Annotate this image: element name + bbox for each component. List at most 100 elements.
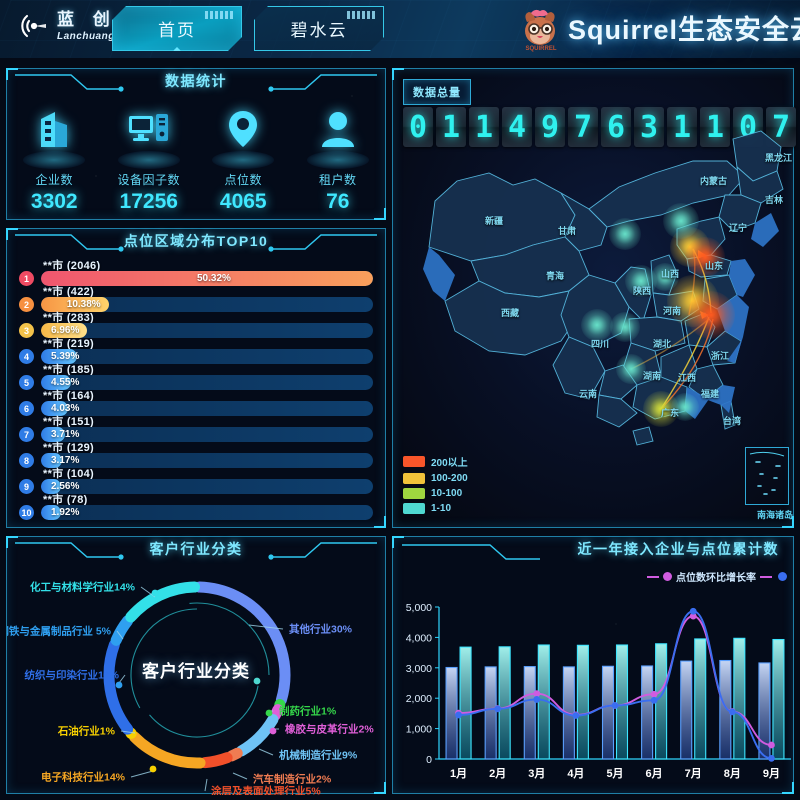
top10-row[interactable]: **市 (283) 3 6.96% <box>15 311 377 338</box>
stat-enterprises[interactable]: 企业数 3302 <box>7 107 102 214</box>
map-hotspot[interactable] <box>609 218 641 250</box>
donut-segment[interactable] <box>269 704 284 721</box>
top10-row-rank: 7 <box>19 427 34 442</box>
chart-bar[interactable] <box>680 660 693 760</box>
donut-center-label: 客户行业分类 <box>142 662 250 681</box>
stat-points[interactable]: 点位数 4065 <box>196 107 291 214</box>
chart-line-point[interactable] <box>728 708 736 716</box>
top10-row[interactable]: **市 (104) 9 2.56% <box>15 467 377 494</box>
stat-tenants[interactable]: 租户数 76 <box>291 107 386 214</box>
map-legend-item[interactable]: 1-10 <box>403 503 468 514</box>
tab-ticks-decoration <box>347 11 375 19</box>
chart-bar[interactable] <box>772 638 785 760</box>
map-hotspot[interactable] <box>616 354 646 384</box>
donut-segment-label: 石油行业1% <box>57 725 116 738</box>
stat-label: 企业数 <box>35 173 73 187</box>
map-hotspot[interactable] <box>687 291 735 339</box>
donut-segment[interactable] <box>199 752 233 769</box>
stat-device-factors[interactable]: 设备因子数 17256 <box>102 107 197 214</box>
top10-row[interactable]: **市 (151) 7 3.71% <box>15 415 377 442</box>
map-province-label: 浙江 <box>711 351 730 361</box>
chart-line-point[interactable] <box>572 712 580 719</box>
chart-x-tick-label: 4月 <box>567 767 584 780</box>
map-legend: 200以上 100-200 10-100 1-10 <box>403 454 468 518</box>
top10-row[interactable]: **市 (2046) 1 50.32% <box>15 259 377 286</box>
chart-bar[interactable] <box>733 637 746 760</box>
chart-bar[interactable] <box>694 638 707 760</box>
top10-row[interactable]: **市 (185) 5 4.55% <box>15 363 377 390</box>
stat-value: 76 <box>326 190 350 213</box>
map-hotspot[interactable] <box>610 312 640 342</box>
app-title: Squirrel生态安全云 <box>568 15 800 45</box>
chart-x-tick-label: 2月 <box>489 767 506 780</box>
tab-bishuiyun[interactable]: 碧水云 <box>254 6 384 51</box>
top10-row[interactable]: **市 (78) 10 1.92% <box>15 493 377 520</box>
top10-list: **市 (2046) 1 50.32% **市 (422) 2 10.38% **市 (28… <box>15 259 377 520</box>
donut-leader-line <box>258 748 274 756</box>
donut-segment[interactable] <box>226 747 243 762</box>
map-legend-item[interactable]: 200以上 <box>403 454 468 469</box>
top10-row-percent: 50.32% <box>197 273 231 284</box>
donut-segment[interactable] <box>193 581 291 706</box>
chart-legend-dot-secondary[interactable] <box>778 572 787 581</box>
trend-chart-panel: 近一年接入企业与点位累计数 点位数环比增长率 0 1,000 2,000 3,000 4… <box>392 536 794 794</box>
donut-segment[interactable] <box>125 581 201 623</box>
chart-bar[interactable] <box>576 644 589 760</box>
map-province-label: 山西 <box>661 269 680 279</box>
chart-line-point[interactable] <box>768 754 775 762</box>
top10-row[interactable]: **市 (129) 8 3.17% <box>15 441 377 468</box>
chart-line-point[interactable] <box>494 705 502 713</box>
map-legend-swatch <box>403 488 425 499</box>
map-legend-item[interactable]: 100-200 <box>403 473 468 484</box>
top10-panel: 点位区域分布TOP10 **市 (2046) 1 50.32% **市 (422) 2 1… <box>6 228 386 528</box>
trend-chart-plot[interactable]: 0 1,000 2,000 3,000 4,000 5,000 1月 2月 3月 4月 5月 6月 7月… <box>393 593 795 793</box>
chart-x-tick-label: 9月 <box>763 767 780 780</box>
chart-line-point[interactable] <box>689 607 697 615</box>
top10-row[interactable]: **市 (219) 4 5.39% <box>15 337 377 364</box>
chart-bar[interactable] <box>615 644 629 760</box>
chart-line-point[interactable] <box>650 696 658 704</box>
chart-bar[interactable] <box>498 646 511 760</box>
building-icon <box>17 107 91 169</box>
chart-bar[interactable] <box>523 666 536 760</box>
donut-segment[interactable] <box>129 731 206 769</box>
map-province-label: 四川 <box>591 339 610 349</box>
squirrel-mascot-icon: SQUIRREL <box>518 6 564 52</box>
chart-bar[interactable] <box>641 665 654 760</box>
donut-leader-line <box>204 778 208 792</box>
chart-line-point[interactable] <box>455 711 462 719</box>
chart-line-point[interactable] <box>768 741 775 749</box>
donut-leader-line <box>232 772 248 780</box>
svg-text:SQUIRREL: SQUIRREL <box>525 46 556 52</box>
donut-leader-line <box>130 770 154 778</box>
chart-bar[interactable] <box>601 665 615 760</box>
donut-marker-dot <box>151 589 159 597</box>
map-province-label: 内蒙古 <box>700 176 728 186</box>
nav-tabs[interactable]: 首页 碧水云 <box>112 6 384 51</box>
top10-row[interactable]: **市 (164) 6 4.03% <box>15 389 377 416</box>
top10-row-rank: 2 <box>19 297 34 312</box>
donut-segment[interactable] <box>236 714 279 757</box>
map-province-label: 江西 <box>678 373 697 383</box>
chart-y-tick-label: 5,000 <box>406 602 432 614</box>
chart-bar[interactable] <box>459 646 472 760</box>
tab-bishuiyun-label: 碧水云 <box>290 21 348 40</box>
map-legend-item[interactable]: 10-100 <box>403 488 468 499</box>
map-province-label: 青海 <box>546 271 565 281</box>
donut-segment-label: 机械制造行业9% <box>279 749 358 762</box>
chart-legend-item[interactable]: 点位数环比增长率 <box>647 569 772 584</box>
chart-bar[interactable] <box>484 666 497 760</box>
top10-row[interactable]: **市 (422) 2 10.38% <box>15 285 377 312</box>
tab-home[interactable]: 首页 <box>112 6 242 51</box>
tab-home-label: 首页 <box>158 21 196 40</box>
chart-x-tick-label: 6月 <box>646 767 663 780</box>
top10-row-rank: 9 <box>19 479 34 494</box>
chart-line-point[interactable] <box>533 696 541 703</box>
chart-legend-line <box>647 575 659 578</box>
trend-chart-legend[interactable]: 点位数环比增长率 <box>647 569 787 584</box>
donut-marker-dot <box>115 681 123 689</box>
chart-line-point[interactable] <box>611 702 619 709</box>
chart-x-tick-label: 3月 <box>528 767 545 780</box>
map-hotspot[interactable] <box>663 203 699 239</box>
chart-line-point[interactable] <box>650 690 658 698</box>
